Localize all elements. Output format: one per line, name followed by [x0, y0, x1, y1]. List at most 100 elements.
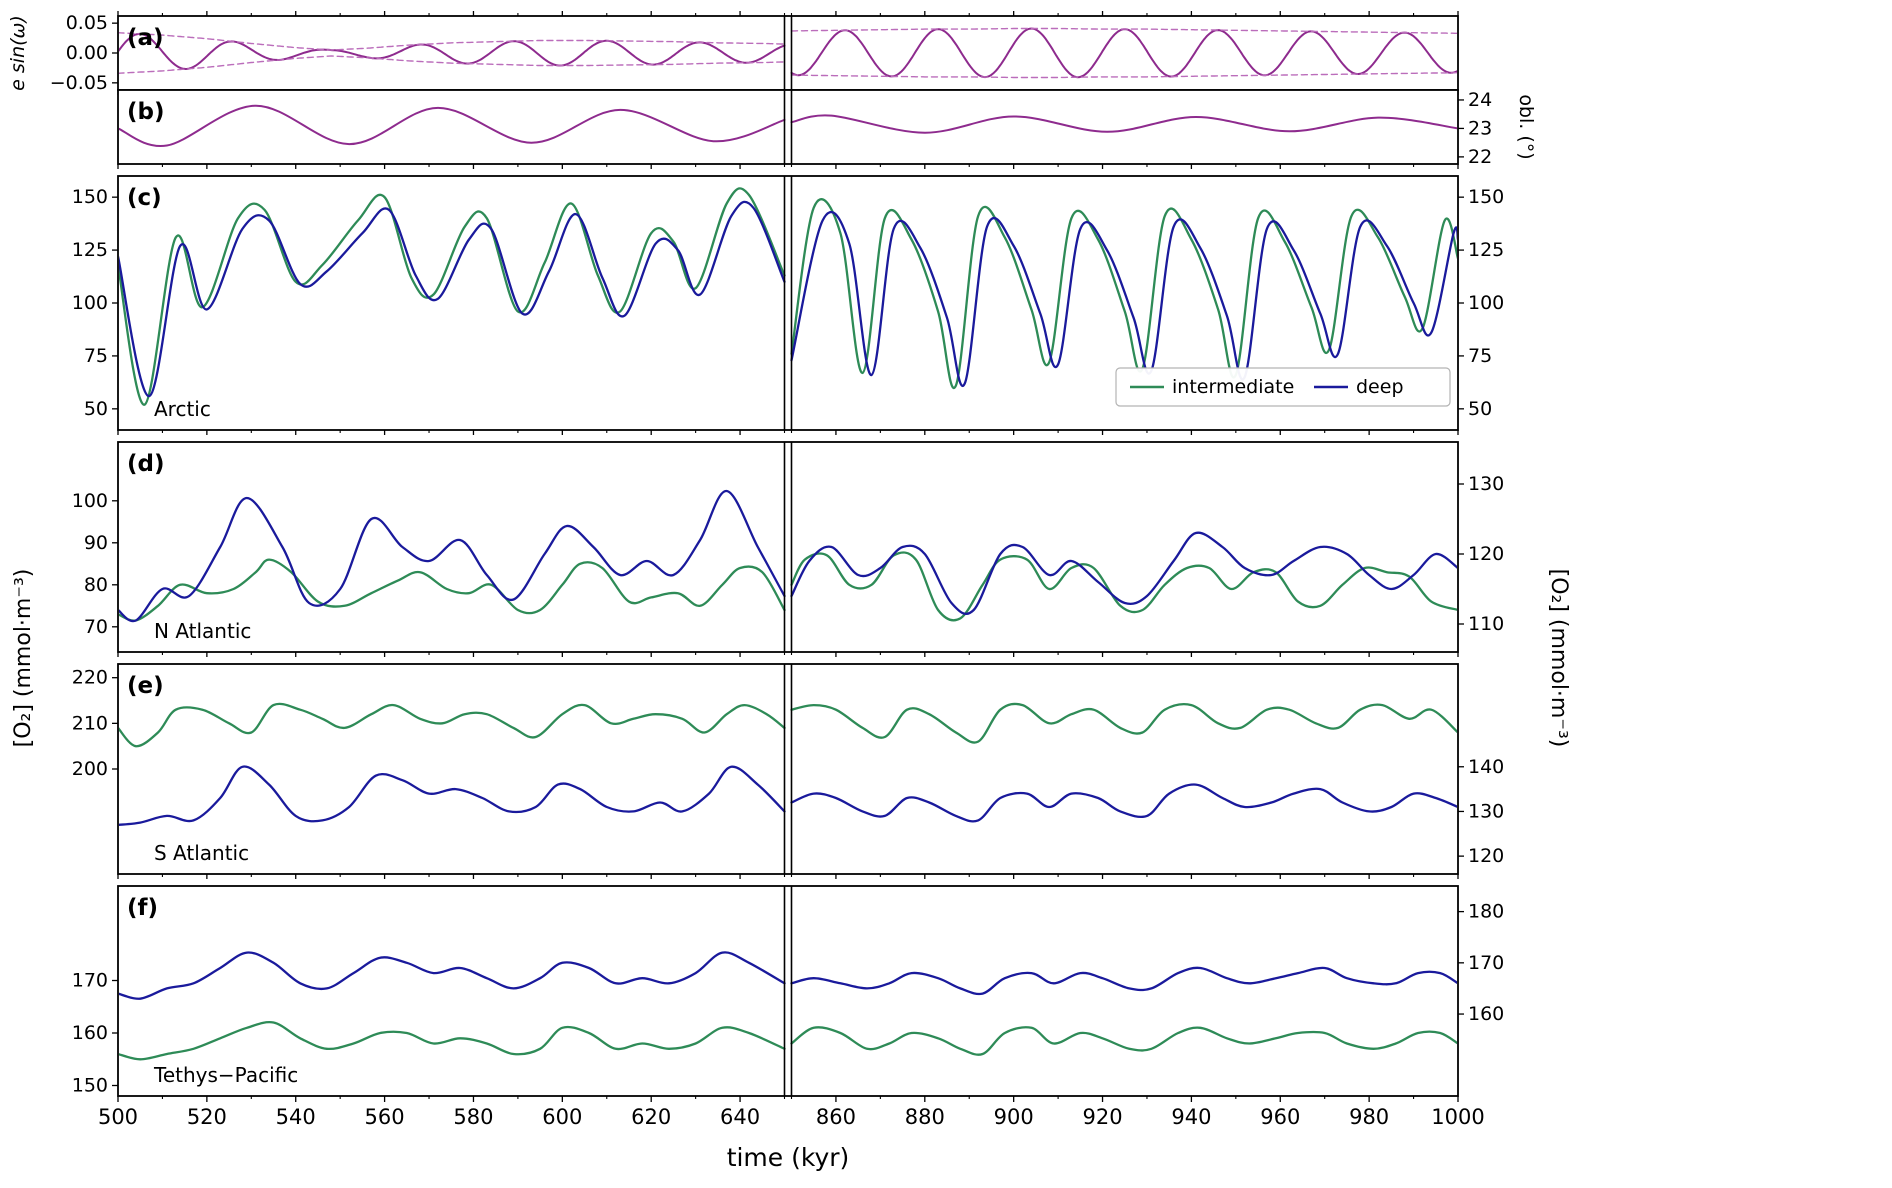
series-tethys-deep	[119, 951, 786, 1000]
y-tick-label: 100	[72, 292, 108, 314]
x-tick-label: 580	[453, 1105, 493, 1129]
series-satlantic-intermediate	[119, 702, 786, 748]
y-tick-label: 130	[1468, 473, 1504, 495]
panel-a-axis-label: e sin(ω)	[7, 15, 29, 91]
series-tethys-intermediate	[119, 1020, 786, 1061]
series-arctic-deep	[790, 211, 1457, 388]
x-axis-label: time (kyr)	[727, 1143, 850, 1172]
x-tick-label: 500	[98, 1105, 138, 1129]
x-tick-label: 940	[1171, 1105, 1211, 1129]
panel-d: 100 90 80 70 130 120 110 (d) N Atlantic	[72, 441, 1504, 657]
x-tick-label: 600	[542, 1105, 582, 1129]
panel-a: 0.05 0.00 −0.05 (a)	[50, 11, 1459, 95]
panel-f-series	[119, 951, 1457, 1061]
x-tick-label: 960	[1260, 1105, 1300, 1129]
y-tick-label: 125	[1468, 239, 1504, 261]
x-tick-label: 980	[1349, 1105, 1389, 1129]
panel-f: 170 160 150 180 170 160 (f) Tethys−Pacific	[72, 885, 1504, 1102]
series-natlantic-intermediate	[119, 558, 786, 622]
region-label: S Atlantic	[154, 841, 249, 865]
y-tick-label: 210	[72, 712, 108, 734]
y-tick-label: 120	[1468, 845, 1504, 867]
region-label: Arctic	[154, 397, 211, 421]
y-tick-label: 100	[72, 490, 108, 512]
y-axis-label-left: [O₂] (mmol·m⁻³)	[11, 569, 36, 748]
y-tick-label: 50	[84, 398, 108, 420]
legend-label: intermediate	[1172, 376, 1294, 398]
series-obliquity	[119, 104, 786, 147]
y-tick-label: 160	[72, 1022, 108, 1044]
panel-a-frame	[117, 15, 1459, 91]
series-eccentricity-envelope-upper	[119, 32, 786, 51]
series-tethys-deep	[790, 966, 1457, 996]
panel-b-frame	[117, 89, 1459, 165]
series-obliquity	[790, 114, 1457, 134]
panel-b: 24 23 22 (b)	[117, 89, 1492, 169]
x-tick-label: 1000	[1431, 1105, 1484, 1129]
panel-b-series	[119, 104, 1457, 147]
panel-b-axis-label: obl. (°)	[1515, 94, 1537, 159]
series-satlantic-deep	[119, 765, 786, 826]
y-tick-label: 125	[72, 239, 108, 261]
legend: intermediate deep	[1115, 367, 1451, 407]
legend-box	[1115, 367, 1451, 407]
y-tick-label: 50	[1468, 398, 1492, 420]
y-tick-label: 160	[1468, 1003, 1504, 1025]
series-tethys-intermediate	[790, 1026, 1457, 1056]
series-satlantic-intermediate	[790, 702, 1457, 744]
panel-letter: (a)	[127, 25, 164, 51]
x-tick-label: 880	[905, 1105, 945, 1129]
y-tick-label: 80	[84, 574, 108, 596]
y-tick-label: 0.00	[66, 42, 108, 64]
y-tick-label: 140	[1468, 756, 1504, 778]
y-tick-label: 180	[1468, 901, 1504, 923]
y-tick-label: 200	[72, 758, 108, 780]
y-tick-label: 90	[84, 532, 108, 554]
panel-letter: (c)	[127, 185, 162, 211]
y-tick-label: 220	[72, 667, 108, 689]
y-tick-label: 150	[72, 186, 108, 208]
panel-e-frame	[117, 663, 1459, 875]
series-eccentricity-envelope-lower	[790, 72, 1457, 79]
x-tick-label: 520	[187, 1105, 227, 1129]
panel-d-series	[119, 489, 1457, 623]
series-eccentricity-envelope-lower	[119, 55, 786, 74]
legend-label: deep	[1356, 376, 1404, 398]
y-tick-label: 23	[1468, 117, 1492, 139]
panel-letter: (f)	[127, 895, 158, 921]
x-tick-label: 560	[365, 1105, 405, 1129]
x-tick-label: 620	[631, 1105, 671, 1129]
x-tick-label: 860	[816, 1105, 856, 1129]
y-tick-label: 170	[1468, 952, 1504, 974]
x-tick-label: 640	[720, 1105, 760, 1129]
y-tick-label: 130	[1468, 800, 1504, 822]
region-label: N Atlantic	[154, 619, 251, 643]
series-eccentricity-envelope-upper	[790, 27, 1457, 34]
panel-d-frame	[117, 441, 1459, 653]
y-tick-label: 150	[1468, 186, 1504, 208]
series-satlantic-deep	[790, 783, 1457, 823]
panel-letter: (b)	[127, 99, 165, 125]
x-tick-label: 900	[994, 1105, 1034, 1129]
y-tick-label: 75	[1468, 345, 1492, 367]
y-tick-label: 70	[84, 616, 108, 638]
y-tick-label: 100	[1468, 292, 1504, 314]
panel-c-series	[119, 187, 1457, 406]
y-tick-label: 0.05	[66, 12, 108, 34]
y-tick-label: −0.05	[50, 72, 108, 94]
series-natlantic-deep	[790, 531, 1457, 615]
x-tick-label: 920	[1082, 1105, 1122, 1129]
series-natlantic-deep	[119, 489, 786, 623]
y-tick-label: 170	[72, 970, 108, 992]
y-axis-label-right: [O₂] (mmol·m⁻³)	[1546, 569, 1571, 748]
panel-letter: (e)	[127, 673, 164, 699]
panel-letter: (d)	[127, 451, 165, 477]
y-tick-label: 24	[1468, 89, 1492, 111]
region-label: Tethys−Pacific	[153, 1063, 298, 1087]
series-arctic-intermediate	[790, 198, 1457, 390]
panel-e: 220 210 200 140 130 120 (e) S Atlantic	[72, 663, 1504, 879]
y-tick-label: 110	[1468, 613, 1504, 635]
y-tick-label: 150	[72, 1075, 108, 1097]
